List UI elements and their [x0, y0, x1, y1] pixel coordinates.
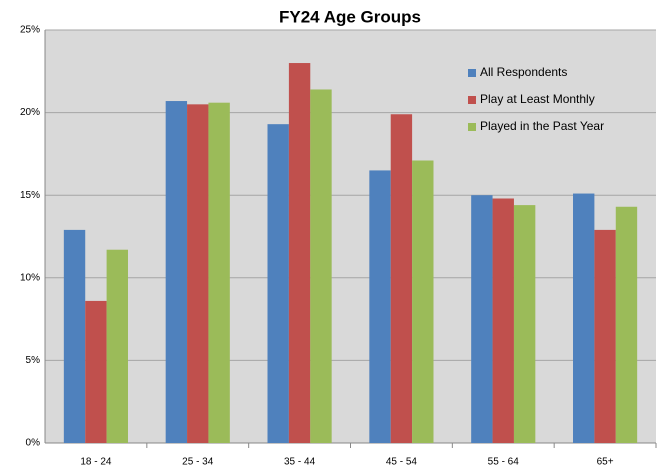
x-tick-label: 65+ [597, 457, 614, 468]
x-tick-label: 45 - 54 [386, 457, 418, 468]
bar [208, 102, 230, 444]
legend-label: Play at Least Monthly [480, 92, 595, 106]
bar [513, 205, 536, 443]
legend-swatch [468, 69, 476, 77]
bar [310, 89, 332, 444]
bar [63, 229, 86, 443]
x-tick-label: 35 - 44 [284, 457, 316, 468]
x-tick-label: 25 - 34 [182, 457, 214, 468]
y-tick-label: 5% [26, 355, 41, 366]
x-tick-label: 55 - 64 [488, 457, 520, 468]
legend-label: All Respondents [480, 65, 567, 79]
legend-label: Played in the Past Year [480, 119, 604, 133]
bar [412, 160, 434, 443]
bar [106, 249, 128, 443]
bar [187, 104, 209, 443]
bar [85, 300, 107, 443]
y-tick-label: 25% [20, 25, 40, 36]
bar [288, 63, 311, 443]
x-tick-label: 18 - 24 [80, 457, 112, 468]
bar [594, 229, 616, 443]
bar [492, 198, 514, 443]
y-tick-label: 10% [20, 272, 40, 283]
chart-title: FY24 Age Groups [279, 7, 421, 26]
y-tick-label: 20% [20, 107, 40, 118]
bar [165, 101, 188, 443]
plot-area [45, 30, 656, 443]
bar [267, 124, 289, 443]
bar [390, 114, 413, 443]
bar [573, 193, 595, 443]
legend-swatch [468, 123, 476, 131]
bar [471, 195, 493, 443]
legend-swatch [468, 96, 476, 104]
y-tick-label: 0% [26, 438, 41, 449]
y-tick-label: 15% [20, 190, 40, 201]
bar [369, 170, 391, 444]
bar [615, 206, 638, 443]
